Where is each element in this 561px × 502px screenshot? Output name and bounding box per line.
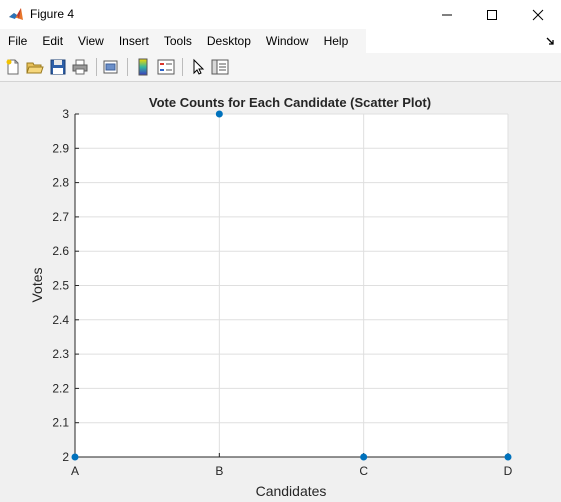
minimize-button[interactable] [424,0,470,29]
close-icon [532,9,544,20]
toolbar-separator [182,58,183,76]
chart-title: Vote Counts for Each Candidate (Scatter … [149,95,431,110]
save-icon[interactable] [49,58,67,76]
menu-help[interactable]: Help [323,34,349,48]
close-button[interactable] [515,0,561,29]
menu-tools[interactable]: Tools [163,34,192,48]
maximize-button[interactable] [469,0,515,29]
print-preview-icon[interactable] [102,58,120,76]
y-tick-label: 2.5 [52,279,69,293]
y-tick-label: 2.1 [52,416,69,430]
dock-arrow-icon[interactable] [545,35,557,47]
toolbar [0,53,561,82]
figure-canvas: Vote Counts for Each Candidate (Scatter … [0,82,561,502]
toolbar-separator [127,58,128,76]
menu-insert[interactable]: Insert [118,34,149,48]
y-tick-label: 2.8 [52,176,69,190]
x-tick-label: C [359,464,368,478]
scatter-chart: Vote Counts for Each Candidate (Scatter … [29,95,513,499]
y-axis-ticks: 2 2.1 2.2 2.3 2.4 2.5 2.6 2.7 2.8 2.9 3 [52,107,79,464]
y-tick-label: 2.2 [52,381,69,395]
toolbar-separator [96,58,97,76]
y-tick-label: 2.9 [52,141,69,155]
scatter-point [504,453,512,461]
menu-file[interactable]: File [8,34,28,48]
menu-bar: File Edit View Insert Tools Desktop Wind… [0,29,561,53]
new-figure-icon[interactable] [4,58,22,76]
scatter-point [215,110,223,118]
colorbar-icon[interactable] [134,58,152,76]
minimize-icon [442,14,452,15]
x-tick-label: A [71,464,79,478]
print-icon[interactable] [71,58,89,76]
x-tick-label: D [504,464,513,478]
scatter-point [71,453,79,461]
x-tick-label: B [215,464,223,478]
data-points [71,110,512,461]
y-tick-label: 2.7 [52,210,69,224]
pointer-icon[interactable] [189,58,207,76]
title-bar: Figure 4 [0,0,561,29]
menu-view[interactable]: View [78,34,104,48]
matlab-icon [9,8,23,20]
y-tick-label: 2.6 [52,244,69,258]
menu-window[interactable]: Window [265,34,309,48]
menu-desktop[interactable]: Desktop [206,34,251,48]
open-icon[interactable] [26,58,44,76]
menu-edit[interactable]: Edit [42,34,64,48]
y-axis-label: Votes [29,267,45,302]
legend-icon[interactable] [157,58,175,76]
y-tick-label: 3 [62,107,69,121]
x-axis-label: Candidates [256,483,327,499]
y-tick-label: 2.4 [52,313,69,327]
window-title: Figure 4 [30,7,75,21]
y-tick-label: 2 [62,450,69,464]
maximize-icon [487,9,497,20]
scatter-point [360,453,368,461]
property-inspector-icon[interactable] [211,58,229,76]
y-tick-label: 2.3 [52,347,69,361]
